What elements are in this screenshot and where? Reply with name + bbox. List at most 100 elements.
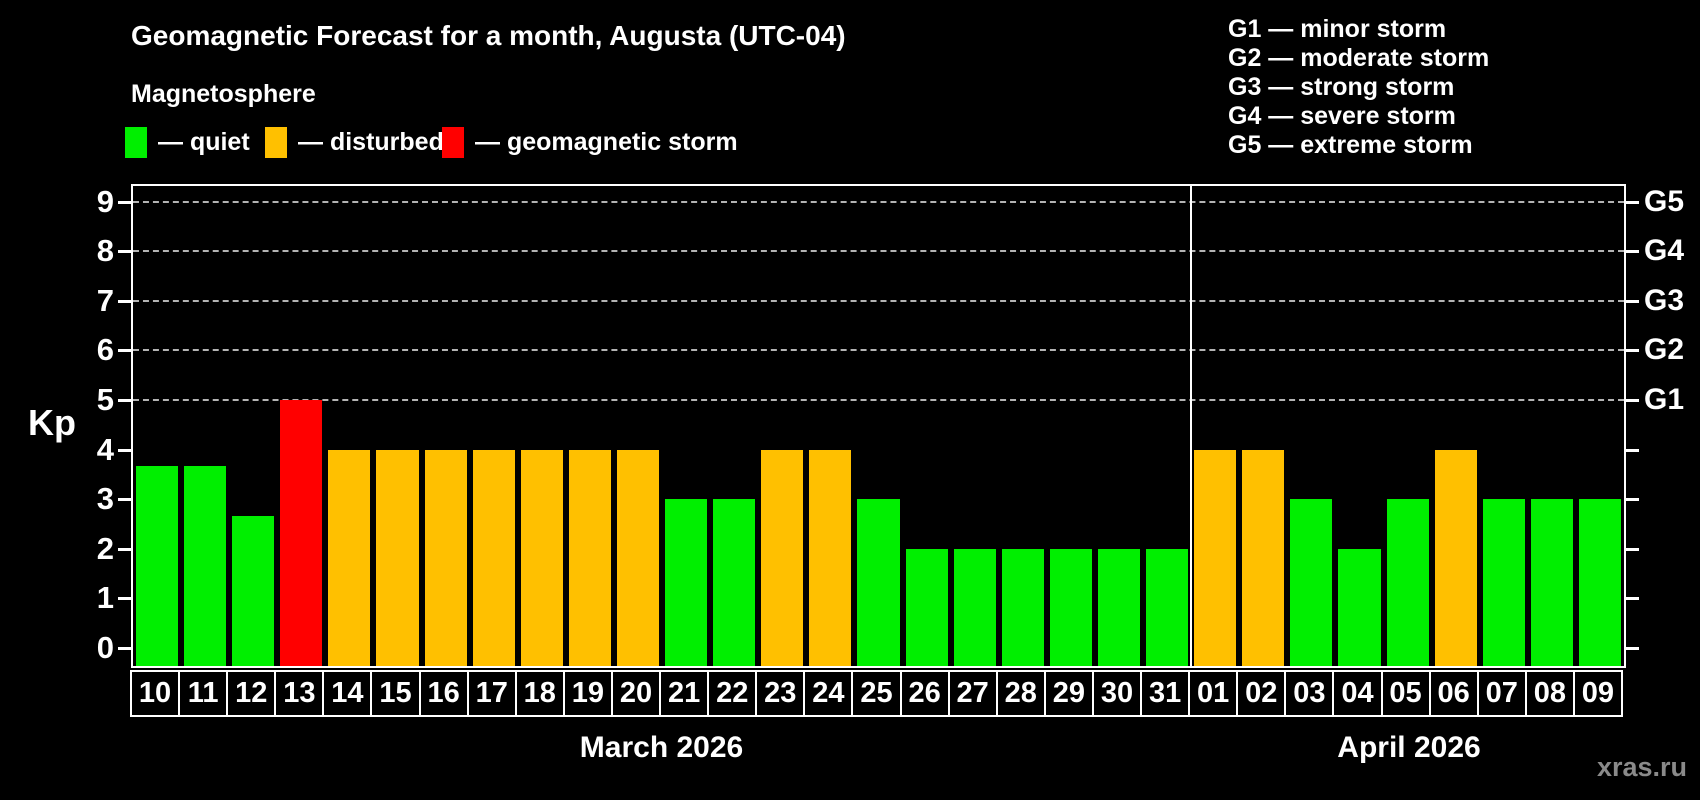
day-cell-21: 21 (659, 670, 710, 717)
day-cell-06: 06 (1428, 670, 1479, 717)
y-tick-left-1 (118, 597, 131, 601)
g-scale-label-g1: G1 (1644, 383, 1685, 416)
bar-day-06 (1434, 449, 1477, 666)
bar-day-23 (761, 449, 804, 666)
bar-day-20 (616, 449, 660, 666)
gridline-kp8 (133, 250, 1624, 253)
y-tick-right-5 (1626, 399, 1639, 402)
day-cell-13: 13 (274, 670, 325, 717)
gridline-kp9 (133, 200, 1624, 203)
day-cell-11: 11 (178, 670, 229, 717)
day-cell-05: 05 (1380, 670, 1431, 717)
y-tick-right-7 (1626, 299, 1639, 303)
bar-day-07 (1482, 499, 1525, 666)
day-cell-03: 03 (1284, 670, 1335, 717)
g-scale-label-g5: G5 (1644, 184, 1685, 218)
day-cell-31: 31 (1140, 670, 1191, 717)
y-tick-right-1 (1626, 597, 1639, 601)
storm-swatch (442, 127, 464, 158)
day-cell-08: 08 (1524, 670, 1575, 717)
legend-item-quiet: — quiet (125, 127, 250, 158)
bar-day-10 (136, 465, 179, 666)
y-tick-right-8 (1626, 250, 1639, 254)
bar-day-26 (905, 548, 948, 666)
bar-day-25 (857, 499, 900, 666)
day-cell-09: 09 (1572, 670, 1623, 717)
storm-scale-g2: G2 — moderate storm (1228, 44, 1490, 72)
y-tick-left-8 (118, 250, 131, 254)
bar-day-05 (1386, 499, 1429, 666)
bar-day-15 (376, 449, 419, 666)
month-caption-april: April 2026 (1337, 731, 1481, 764)
bar-day-02 (1242, 449, 1285, 666)
month-divider-line (1190, 186, 1193, 666)
y-tick-label-6: 6 (96, 332, 114, 368)
gridline-kp6 (133, 349, 1624, 352)
y-tick-right-3 (1626, 498, 1639, 502)
legend-item-storm: — geomagnetic storm (442, 127, 738, 158)
bar-day-17 (472, 449, 515, 666)
gridline-kp7 (133, 299, 1624, 302)
bar-day-19 (568, 449, 611, 666)
y-tick-left-6 (118, 349, 131, 353)
y-tick-label-0: 0 (96, 630, 114, 665)
y-tick-left-7 (118, 299, 131, 303)
y-tick-left-9 (118, 200, 131, 204)
xras-watermark: xras.ru (1596, 752, 1687, 782)
bar-day-11 (184, 465, 227, 666)
bar-day-04 (1338, 548, 1381, 666)
y-tick-label-4: 4 (96, 431, 114, 467)
day-cell-24: 24 (803, 670, 854, 717)
bar-day-13 (280, 400, 323, 666)
y-tick-label-7: 7 (96, 282, 114, 318)
storm-scale-g3: G3 — strong storm (1228, 73, 1455, 101)
bar-day-09 (1578, 499, 1621, 666)
quiet-swatch (125, 127, 147, 158)
y-tick-label-8: 8 (96, 233, 114, 269)
bar-day-27 (953, 548, 996, 666)
day-cell-17: 17 (466, 670, 517, 717)
storm-scale-g1: G1 — minor storm (1228, 15, 1447, 43)
y-tick-right-4 (1626, 448, 1639, 452)
day-cell-04: 04 (1332, 670, 1383, 717)
y-tick-left-0 (118, 647, 131, 650)
day-cell-25: 25 (851, 670, 902, 717)
day-cell-26: 26 (899, 670, 950, 717)
day-cell-14: 14 (322, 670, 373, 717)
bar-day-08 (1530, 499, 1573, 666)
magnetosphere-heading: Magnetosphere (131, 80, 316, 108)
bar-day-22 (713, 499, 756, 666)
day-cell-28: 28 (995, 670, 1046, 717)
storm-scale-legend: G1 — minor storm G2 — moderate storm G3 … (1228, 15, 1489, 160)
day-cell-19: 19 (562, 670, 613, 717)
g-scale-label-g2: G2 (1644, 333, 1685, 367)
day-cell-01: 01 (1188, 670, 1239, 717)
bar-day-03 (1290, 499, 1333, 666)
y-tick-left-3 (118, 498, 131, 502)
bar-day-24 (809, 449, 852, 666)
plot-area (131, 184, 1626, 668)
storm-scale-g5: G5 — extreme storm (1228, 131, 1473, 159)
day-cell-29: 29 (1043, 670, 1094, 717)
bar-day-31 (1146, 548, 1189, 666)
month-caption-march: March 2026 (579, 731, 744, 764)
disturbed-swatch (265, 127, 287, 158)
bar-day-30 (1097, 548, 1141, 666)
y-tick-left-4 (118, 448, 131, 452)
day-cell-12: 12 (226, 670, 277, 717)
bar-day-28 (1001, 548, 1044, 666)
y-tick-label-9: 9 (96, 183, 114, 219)
bar-day-14 (328, 449, 371, 666)
y-tick-label-1: 1 (96, 580, 114, 616)
bar-day-29 (1049, 548, 1092, 666)
bar-day-12 (232, 515, 275, 666)
bar-day-18 (520, 449, 563, 666)
y-tick-right-9 (1626, 200, 1639, 204)
g-scale-label-g4: G4 (1644, 234, 1685, 268)
y-tick-right-0 (1626, 647, 1639, 650)
chart-title: Geomagnetic Forecast for a month, August… (131, 20, 846, 51)
day-cell-10: 10 (130, 670, 181, 717)
gridline-kp5 (133, 399, 1624, 401)
y-tick-label-3: 3 (96, 481, 114, 517)
